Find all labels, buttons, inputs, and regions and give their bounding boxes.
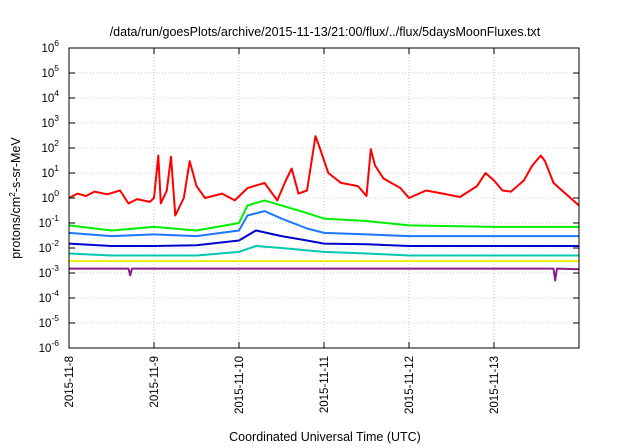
y-tick-label: 10-5 (39, 313, 60, 330)
y-tick-label: 100 (41, 188, 59, 205)
axis-ticks: 106 105 104 103 102 101 100 10-1 10-2 10-3 10-4 10-… (39, 38, 579, 414)
series-line-3 (68, 210, 579, 238)
y-tick-label: 101 (41, 163, 59, 180)
y-tick-label: 102 (41, 138, 59, 155)
y-tick-label: 10-1 (39, 213, 60, 230)
series-line-4 (68, 229, 579, 247)
series-line-2 (68, 199, 579, 232)
y-tick-label: 105 (41, 63, 59, 80)
x-axis-label: Coordinated Universal Time (UTC) (229, 430, 421, 444)
x-tick-label: 2015-11-11 (319, 356, 331, 413)
x-tick-label: 2015-11-9 (149, 356, 161, 408)
y-tick-label: 103 (41, 113, 59, 130)
svg-text:protons/cm2-s-sr-MeV: protons/cm2-s-sr-MeV (7, 137, 23, 259)
plot-frame (68, 47, 580, 349)
y-tick-label: 10-6 (39, 338, 60, 355)
y-axis-label-rest: -s-sr-MeV (9, 137, 23, 193)
y-tick-label: 104 (41, 88, 59, 105)
series-line-1 (68, 135, 580, 217)
chart-title: /data/run/goesPlots/archive/2015-11-13/2… (110, 25, 541, 39)
y-tick-label: 10-4 (39, 288, 60, 305)
x-tick-label: 2015-11-8 (64, 356, 76, 408)
y-tick-label: 10-3 (39, 263, 60, 280)
series-group (68, 135, 580, 282)
series-line-5 (68, 245, 579, 257)
x-tick-label: 2015-11-13 (489, 356, 501, 414)
series-line-7 (69, 267, 580, 282)
y-axis-label-base: protons/cm (9, 197, 23, 259)
y-axis-label: protons/cm2-s-sr-MeV (7, 137, 23, 259)
y-tick-label: 106 (41, 38, 59, 55)
x-tick-label: 2015-11-10 (234, 356, 246, 414)
x-tick-label: 2015-11-12 (404, 356, 416, 414)
grid (69, 48, 579, 348)
y-tick-label: 10-2 (39, 238, 60, 255)
y-axis-label-exp: 2 (7, 192, 17, 197)
